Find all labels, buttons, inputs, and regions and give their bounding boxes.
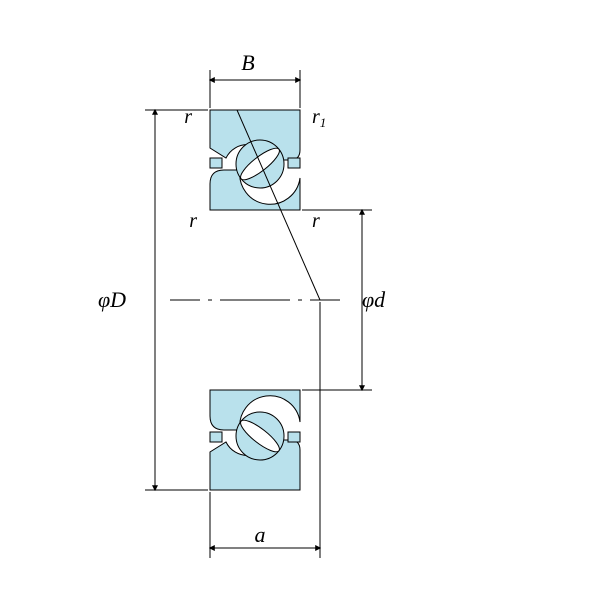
- label-r-top-left: r: [184, 106, 192, 128]
- upper-ring-section: [210, 110, 300, 210]
- svg-text:r1: r1: [312, 106, 326, 130]
- dimension-B: [210, 70, 300, 108]
- label-r-inner-right: r: [312, 210, 320, 232]
- label-B: B: [241, 50, 254, 75]
- label-r1: r1: [312, 106, 326, 130]
- label-phiD: φD: [98, 287, 126, 312]
- bearing-cross-section-diagram: B φD φd a r r1 r r: [0, 0, 600, 600]
- label-r-inner-left: r: [189, 210, 197, 232]
- lower-ring-section: [210, 390, 300, 490]
- label-a: a: [255, 522, 266, 547]
- label-phid: φd: [362, 287, 386, 312]
